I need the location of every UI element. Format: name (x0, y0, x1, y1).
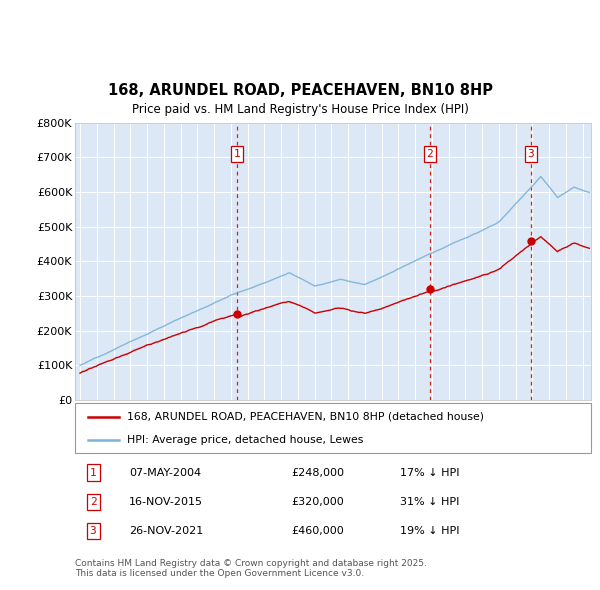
Text: Contains HM Land Registry data © Crown copyright and database right 2025.
This d: Contains HM Land Registry data © Crown c… (75, 559, 427, 578)
Text: 1: 1 (233, 149, 240, 159)
Text: 2: 2 (427, 149, 433, 159)
Text: 1: 1 (89, 467, 97, 477)
FancyBboxPatch shape (75, 403, 591, 453)
Text: 26-NOV-2021: 26-NOV-2021 (129, 526, 203, 536)
Text: 16-NOV-2015: 16-NOV-2015 (129, 497, 203, 507)
Text: 31% ↓ HPI: 31% ↓ HPI (400, 497, 460, 507)
Text: Price paid vs. HM Land Registry's House Price Index (HPI): Price paid vs. HM Land Registry's House … (131, 103, 469, 116)
Text: 19% ↓ HPI: 19% ↓ HPI (400, 526, 460, 536)
Text: £248,000: £248,000 (292, 467, 345, 477)
Text: 168, ARUNDEL ROAD, PEACEHAVEN, BN10 8HP: 168, ARUNDEL ROAD, PEACEHAVEN, BN10 8HP (107, 83, 493, 98)
Text: £460,000: £460,000 (292, 526, 344, 536)
Text: 07-MAY-2004: 07-MAY-2004 (129, 467, 202, 477)
Text: 17% ↓ HPI: 17% ↓ HPI (400, 467, 460, 477)
Text: 3: 3 (89, 526, 97, 536)
Text: 3: 3 (527, 149, 534, 159)
Text: £320,000: £320,000 (292, 497, 344, 507)
Text: 168, ARUNDEL ROAD, PEACEHAVEN, BN10 8HP (detached house): 168, ARUNDEL ROAD, PEACEHAVEN, BN10 8HP … (127, 411, 484, 421)
Text: 2: 2 (89, 497, 97, 507)
Text: HPI: Average price, detached house, Lewes: HPI: Average price, detached house, Lewe… (127, 435, 363, 445)
